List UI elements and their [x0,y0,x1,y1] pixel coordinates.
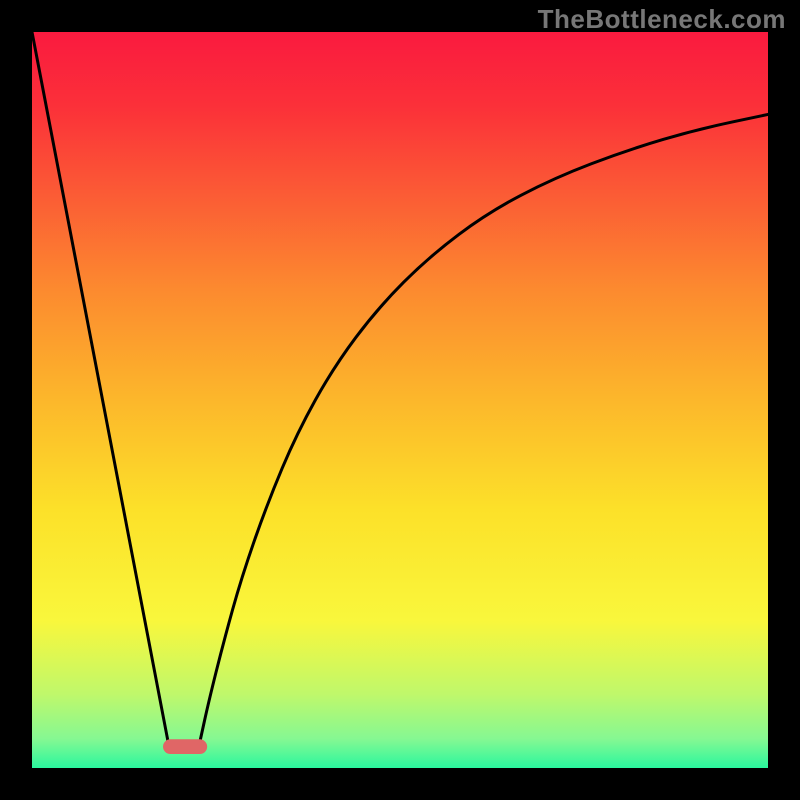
chart-container: TheBottleneck.com [0,0,800,800]
bottleneck-chart [0,0,800,800]
optimal-marker [163,739,207,754]
watermark-text: TheBottleneck.com [538,4,786,35]
